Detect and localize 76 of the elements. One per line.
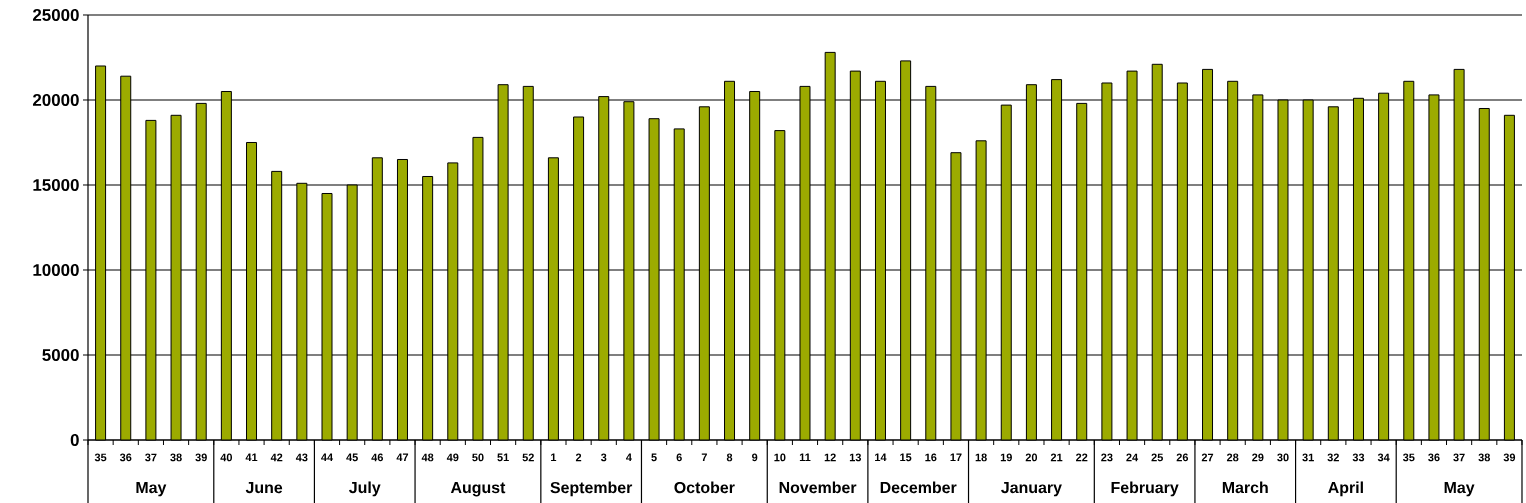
x-tick-label: 37 xyxy=(145,453,157,462)
x-tick-label: 41 xyxy=(245,453,258,462)
x-tick-label: 29 xyxy=(1252,453,1264,462)
x-tick-label: 35 xyxy=(94,453,107,462)
x-tick-label: 44 xyxy=(321,453,334,462)
x-tick-label: 30 xyxy=(1277,453,1289,462)
x-tick-label: 52 xyxy=(522,453,534,462)
x-tick-label: 8 xyxy=(726,453,733,462)
x-tick-label: 13 xyxy=(849,453,862,462)
text: May xyxy=(136,482,167,497)
text: August xyxy=(450,482,506,497)
x-tick-label: 14 xyxy=(875,453,887,462)
x-tick-label: 25 xyxy=(1151,453,1163,462)
x-tick-label: 51 xyxy=(497,453,509,462)
x-tick-label: 39 xyxy=(195,453,207,462)
x-tick-label: 49 xyxy=(446,453,459,462)
text: June xyxy=(245,482,283,494)
x-tick-label: 19 xyxy=(1000,453,1012,462)
y-tick-label: 15000 xyxy=(33,179,79,191)
y-tick-label: 0 xyxy=(70,434,79,446)
text: July xyxy=(349,481,381,497)
x-tick-label: 11 xyxy=(799,453,811,462)
x-tick-label: 33 xyxy=(1352,453,1365,462)
x-tick-label: 38 xyxy=(1478,453,1490,462)
x-tick-label: 1 xyxy=(551,453,557,462)
x-tick-label: 20 xyxy=(1025,453,1038,462)
x-tick-label: 40 xyxy=(220,453,233,462)
x-tick-label: 7 xyxy=(701,453,707,462)
text: February xyxy=(1111,481,1179,497)
y-tick-label: 20000 xyxy=(32,94,79,106)
x-tick-label: 24 xyxy=(1126,453,1139,462)
x-tick-label: 32 xyxy=(1327,453,1339,462)
x-tick-label: 6 xyxy=(676,453,682,462)
x-tick-label: 21 xyxy=(1050,453,1063,462)
x-tick-label: 36 xyxy=(1428,453,1440,462)
x-tick-label: 34 xyxy=(1377,453,1390,462)
text: September xyxy=(550,481,633,497)
x-tick-label: 47 xyxy=(396,453,409,462)
x-tick-label: 27 xyxy=(1201,453,1214,462)
y-tick-label: 10000 xyxy=(33,264,79,276)
x-tick-label: 37 xyxy=(1453,453,1465,462)
text: January xyxy=(1001,482,1062,497)
text: November xyxy=(779,481,857,494)
text: March xyxy=(1222,481,1268,494)
x-tick-label: 42 xyxy=(270,453,283,462)
x-tick-label: 22 xyxy=(1076,453,1088,462)
x-tick-label: 26 xyxy=(1176,453,1189,462)
text: October xyxy=(674,481,735,494)
x-tick-label: 31 xyxy=(1302,453,1314,462)
x-tick-label: 35 xyxy=(1402,453,1415,462)
x-tick-label: 38 xyxy=(170,453,182,462)
x-tick-label: 9 xyxy=(752,453,758,462)
x-tick-label: 12 xyxy=(824,453,836,462)
x-tick-label: 48 xyxy=(421,453,434,462)
y-tick-label: 25000 xyxy=(32,9,79,21)
x-tick-label: 15 xyxy=(900,453,912,462)
x-tick-label: 50 xyxy=(472,453,484,462)
text: April xyxy=(1328,481,1363,497)
x-tick-label: 46 xyxy=(371,453,384,462)
x-tick-label: 28 xyxy=(1226,453,1239,462)
x-tick-label: 18 xyxy=(975,453,987,462)
x-tick-label: 23 xyxy=(1101,453,1113,462)
x-tick-label: 39 xyxy=(1503,453,1516,462)
x-tick-label: 5 xyxy=(651,453,657,462)
x-tick-label: 16 xyxy=(925,453,937,462)
x-tick-label: 10 xyxy=(774,453,786,462)
x-tick-label: 43 xyxy=(295,453,308,462)
x-tick-label: 36 xyxy=(119,453,132,462)
x-tick-label: 3 xyxy=(600,453,607,462)
y-tick-label: 5000 xyxy=(42,349,79,361)
x-tick-label: 4 xyxy=(626,453,632,462)
x-tick-label: 45 xyxy=(346,453,358,462)
x-tick-label: 2 xyxy=(575,453,582,462)
x-tick-label: 17 xyxy=(950,453,962,462)
text: May xyxy=(1444,482,1475,497)
text: December xyxy=(880,481,957,494)
